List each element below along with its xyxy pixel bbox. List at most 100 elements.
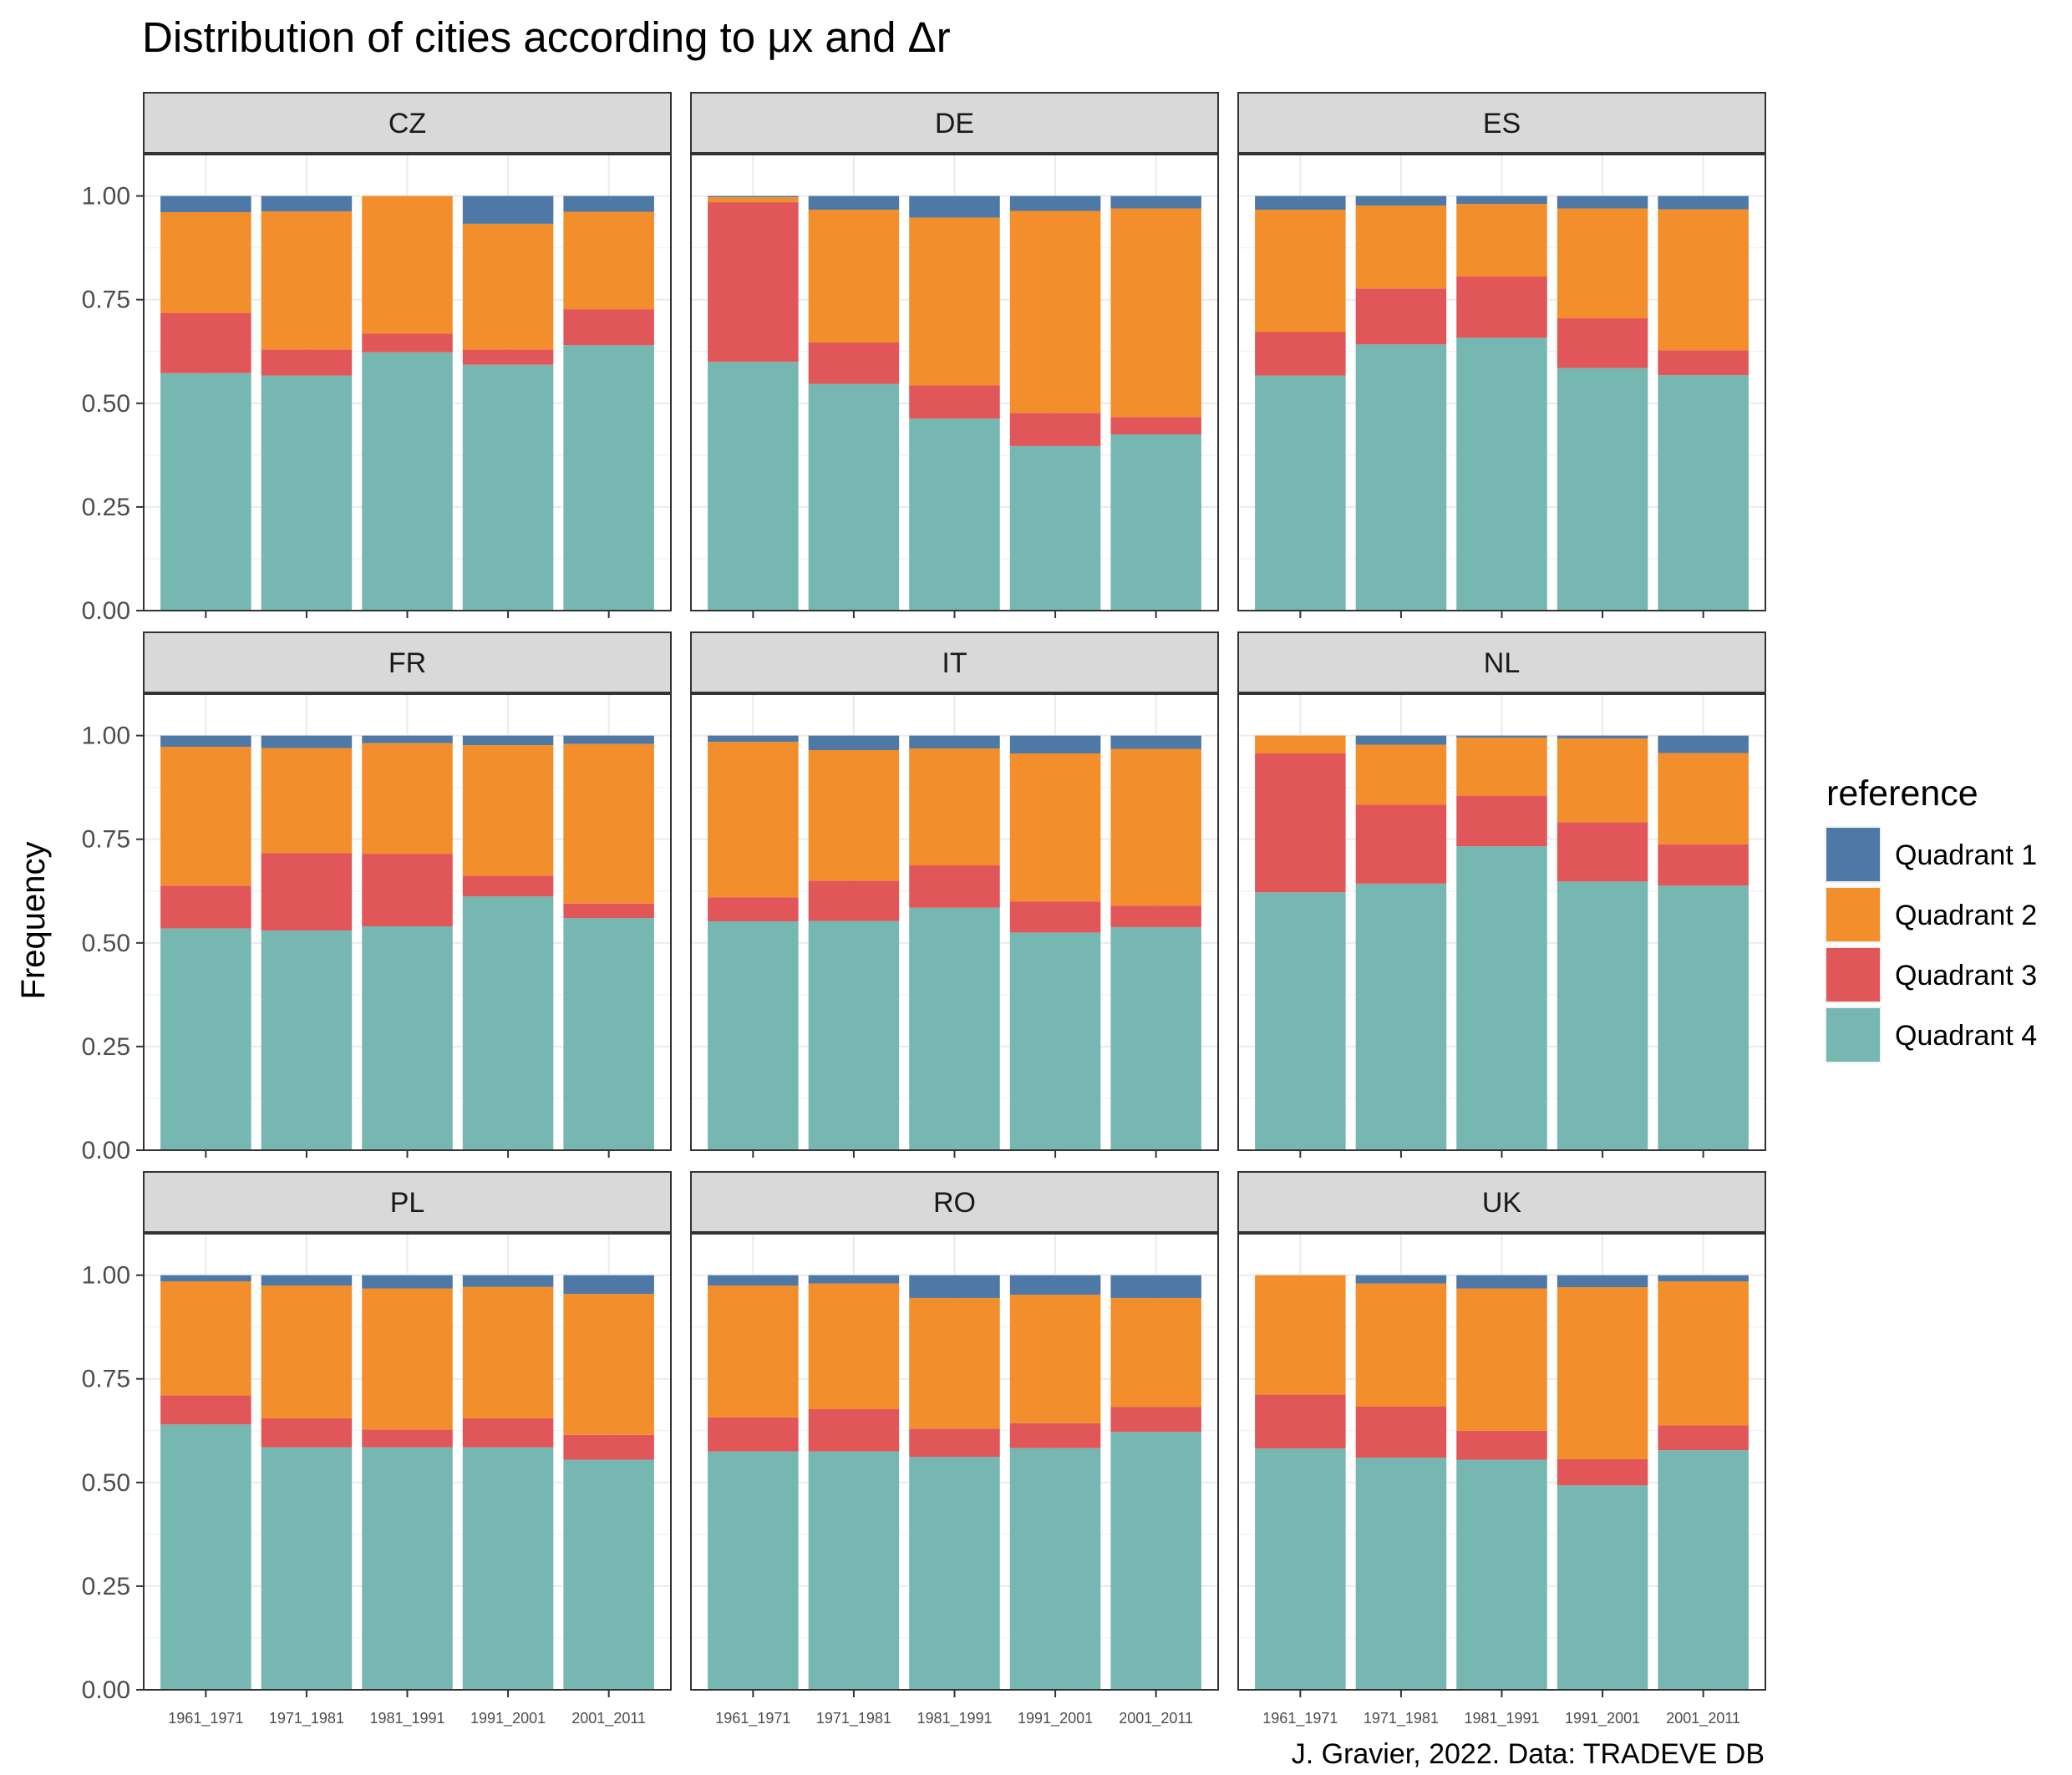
facet-label: RO (933, 1187, 976, 1219)
legend-item-quadrant-4: Quadrant 4 (1825, 1007, 2037, 1063)
bar-ro-2001_2011-quadrant-4 (1110, 1432, 1201, 1690)
y-tick-label: 0.50 (82, 1469, 130, 1497)
bar-fr-1961_1971-quadrant-4 (160, 928, 251, 1150)
x-tick-label: 1981_1991 (369, 1710, 444, 1727)
x-tick-label: 1991_2001 (1018, 1710, 1093, 1727)
bar-cz-1971_1981-quadrant-2 (261, 211, 353, 350)
bar-ro-2001_2011-quadrant-2 (1110, 1297, 1201, 1407)
bar-fr-1971_1981-quadrant-2 (261, 748, 353, 854)
bar-uk-1961_1971-quadrant-2 (1255, 1275, 1346, 1395)
bar-ro-1971_1981-quadrant-2 (808, 1283, 900, 1409)
bar-it-1961_1971-quadrant-1 (708, 735, 799, 743)
facet-strip (143, 92, 672, 154)
bar-cz-2001_2011-quadrant-2 (563, 211, 654, 310)
bar-es-1961_1971-quadrant-3 (1255, 332, 1346, 376)
bar-fr-1961_1971-quadrant-2 (160, 747, 251, 886)
bar-fr-1971_1981-quadrant-3 (261, 853, 353, 931)
y-tick-label: 0.25 (82, 1573, 130, 1600)
bar-es-1981_1991-quadrant-2 (1456, 204, 1547, 276)
y-tick-label: 0.00 (82, 1137, 130, 1164)
bar-nl-1991_2001-quadrant-1 (1557, 735, 1648, 739)
bar-es-1961_1971-quadrant-4 (1255, 375, 1346, 611)
facet-cz: CZ 0.00 0.25 0.50 0.75 1.00 (82, 92, 672, 625)
bar-uk-1981_1991-quadrant-2 (1456, 1288, 1547, 1431)
bar-de-1961_1971-quadrant-1 (708, 195, 799, 198)
facet-strip (1237, 631, 1766, 693)
y-tick-label: 0.00 (82, 1676, 130, 1704)
bar-uk-1981_1991-quadrant-4 (1456, 1459, 1547, 1690)
bar-fr-2001_2011-quadrant-4 (563, 918, 654, 1150)
bar-it-2001_2011-quadrant-4 (1110, 926, 1201, 1150)
bar-nl-2001_2011-quadrant-4 (1658, 885, 1749, 1150)
bar-it-1961_1971-quadrant-4 (708, 921, 799, 1150)
bar-cz-1971_1981-quadrant-1 (261, 195, 353, 212)
y-tick-label: 0.75 (82, 826, 130, 854)
bar-es-2001_2011-quadrant-1 (1658, 195, 1749, 210)
bar-cz-1981_1991-quadrant-4 (362, 352, 453, 611)
caption: J. Gravier, 2022. Data: TRADEVE DB (1292, 1738, 1765, 1770)
bar-it-1961_1971-quadrant-2 (708, 742, 799, 898)
bar-nl-1981_1991-quadrant-4 (1456, 846, 1547, 1150)
bar-uk-2001_2011-quadrant-4 (1658, 1450, 1749, 1690)
bar-ro-1971_1981-quadrant-3 (808, 1408, 900, 1452)
x-tick-label: 1961_1971 (715, 1710, 790, 1727)
facet-label: IT (942, 647, 967, 679)
bar-ro-1961_1971-quadrant-1 (708, 1275, 799, 1286)
x-tick-label: 1991_2001 (470, 1710, 546, 1727)
bar-fr-1991_2001-quadrant-1 (462, 735, 554, 746)
bar-de-1991_2001-quadrant-2 (1009, 210, 1101, 413)
bar-de-1981_1991-quadrant-4 (909, 418, 1000, 611)
bar-nl-1971_1981-quadrant-1 (1355, 735, 1447, 745)
bar-uk-1981_1991-quadrant-3 (1456, 1430, 1547, 1460)
bar-es-1961_1971-quadrant-2 (1255, 210, 1346, 332)
facet-it: IT (690, 631, 1219, 1158)
bar-es-1981_1991-quadrant-1 (1456, 195, 1547, 205)
bar-it-1971_1981-quadrant-3 (808, 880, 900, 921)
bar-de-1981_1991-quadrant-3 (909, 385, 1000, 419)
bar-it-1981_1991-quadrant-3 (909, 865, 1000, 908)
bar-nl-1991_2001-quadrant-4 (1557, 881, 1648, 1150)
facet-label: DE (935, 108, 974, 139)
facet-de: DE (690, 92, 1219, 618)
x-tick-label: 1971_1981 (1364, 1710, 1439, 1727)
facet-strip (143, 1171, 672, 1233)
bar-ro-1991_2001-quadrant-1 (1009, 1275, 1101, 1295)
bar-nl-2001_2011-quadrant-3 (1658, 844, 1749, 886)
bar-pl-2001_2011-quadrant-1 (563, 1275, 654, 1294)
bar-fr-1961_1971-quadrant-1 (160, 735, 251, 748)
y-tick-label: 0.50 (82, 930, 130, 957)
bar-ro-1961_1971-quadrant-4 (708, 1451, 799, 1690)
bar-pl-1991_2001-quadrant-3 (462, 1417, 554, 1448)
bar-fr-2001_2011-quadrant-2 (563, 743, 654, 904)
bar-pl-1971_1981-quadrant-2 (261, 1286, 353, 1418)
bar-ro-1961_1971-quadrant-2 (708, 1286, 799, 1417)
y-tick-label: 0.75 (82, 1366, 130, 1393)
legend-swatch (1826, 1008, 1880, 1062)
bar-es-1991_2001-quadrant-3 (1557, 318, 1648, 368)
bar-cz-1991_2001-quadrant-3 (462, 349, 554, 365)
bar-it-1991_2001-quadrant-4 (1009, 932, 1101, 1150)
bar-de-1971_1981-quadrant-4 (808, 383, 900, 611)
bar-it-1971_1981-quadrant-1 (808, 735, 900, 751)
facet-es: ES (1237, 92, 1766, 618)
legend-item-quadrant-2: Quadrant 2 (1825, 886, 2037, 943)
bar-es-1971_1981-quadrant-4 (1355, 344, 1447, 611)
bar-pl-1981_1991-quadrant-1 (362, 1275, 453, 1289)
facet-fr: FR 0.00 0.25 0.50 0.75 1.00 (82, 631, 672, 1164)
bar-es-2001_2011-quadrant-4 (1658, 375, 1749, 611)
bar-uk-2001_2011-quadrant-3 (1658, 1425, 1749, 1451)
bar-fr-1991_2001-quadrant-2 (462, 745, 554, 876)
bar-it-2001_2011-quadrant-2 (1110, 748, 1201, 906)
bar-ro-1981_1991-quadrant-2 (909, 1297, 1000, 1429)
bar-cz-1961_1971-quadrant-4 (160, 373, 251, 611)
bar-de-1981_1991-quadrant-2 (909, 217, 1000, 386)
legend-swatch (1826, 828, 1880, 881)
bar-de-2001_2011-quadrant-3 (1110, 417, 1201, 435)
legend-swatch (1826, 948, 1880, 1002)
legend-item-quadrant-1: Quadrant 1 (1825, 826, 2037, 883)
bar-cz-1991_2001-quadrant-1 (462, 195, 554, 224)
bar-ro-1971_1981-quadrant-4 (808, 1451, 900, 1690)
x-tick-label: 1981_1991 (1464, 1710, 1539, 1727)
x-tick-label: 1961_1971 (1262, 1710, 1338, 1727)
y-tick-label: 1.00 (82, 183, 130, 210)
